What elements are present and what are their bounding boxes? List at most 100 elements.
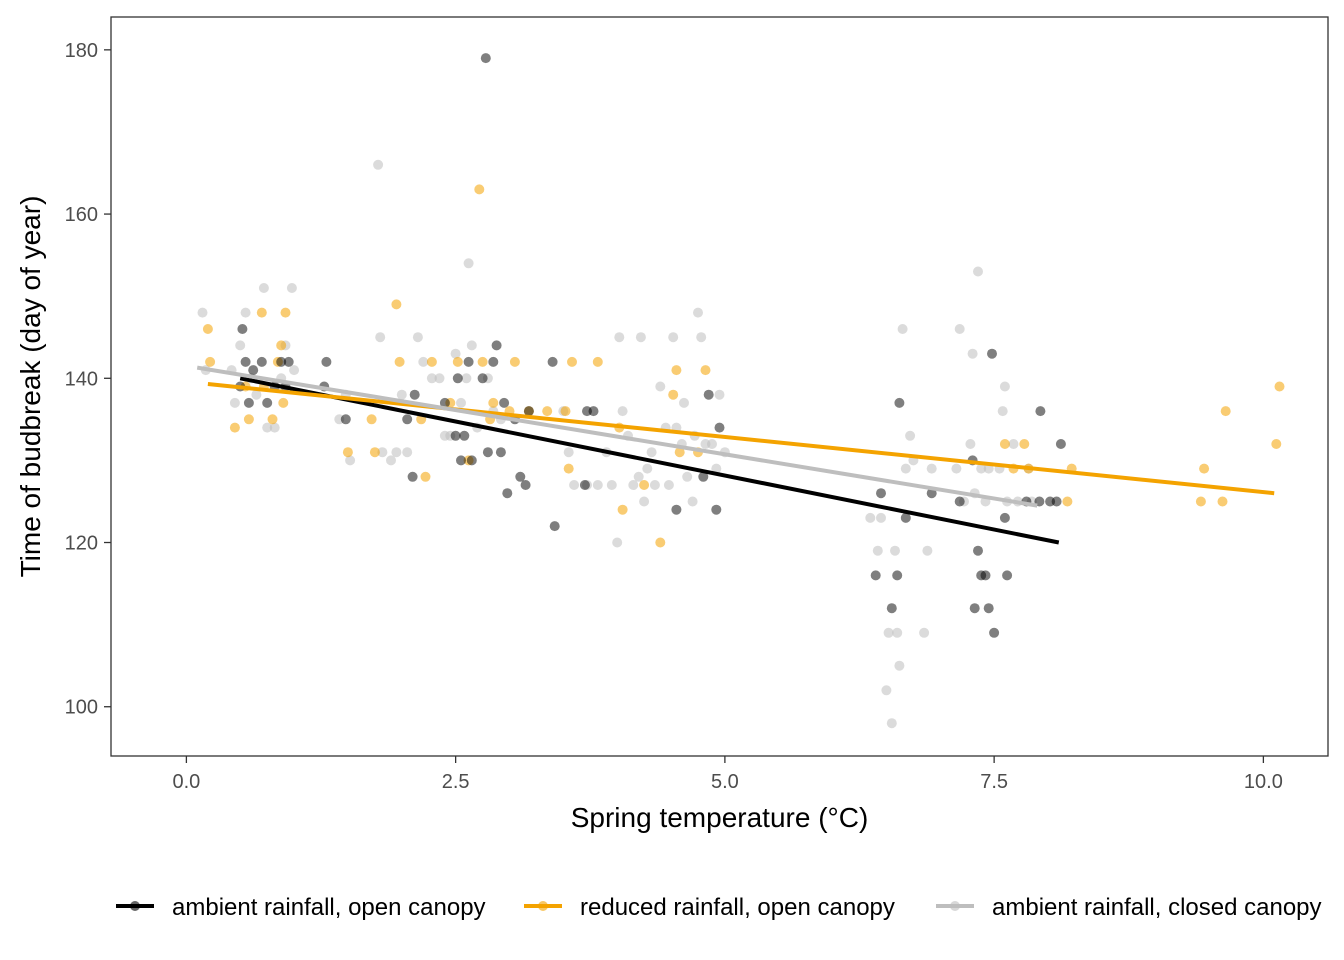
data-point	[655, 537, 666, 548]
data-point	[892, 570, 903, 581]
data-point	[671, 504, 682, 515]
data-point	[452, 373, 463, 384]
data-point	[426, 356, 437, 367]
data-point	[283, 356, 294, 367]
data-point	[679, 397, 689, 408]
data-points	[197, 53, 1285, 729]
data-point	[989, 627, 1000, 638]
data-point	[919, 627, 930, 638]
data-point	[205, 356, 216, 367]
data-point	[461, 373, 472, 384]
data-point	[237, 324, 248, 334]
data-point	[1051, 496, 1062, 507]
data-point	[251, 389, 262, 400]
y-tick-label: 120	[65, 533, 98, 555]
data-point	[396, 389, 407, 400]
data-point	[980, 570, 991, 581]
data-point	[495, 447, 506, 458]
data-point	[700, 365, 711, 376]
data-point	[394, 356, 405, 367]
data-point	[707, 439, 717, 449]
data-point	[386, 455, 396, 466]
data-point	[579, 480, 590, 490]
data-point	[418, 356, 429, 367]
data-point	[617, 406, 628, 417]
data-point	[973, 545, 983, 556]
data-point	[617, 504, 628, 515]
trend-line	[207, 382, 1275, 496]
data-point	[954, 324, 965, 334]
x-tick-label: 7.5	[980, 771, 1008, 793]
data-point	[1055, 439, 1066, 449]
plot-panel-border	[110, 16, 1329, 757]
data-point	[491, 340, 502, 351]
data-point	[633, 471, 644, 482]
data-point	[1195, 496, 1206, 507]
data-point	[905, 430, 916, 441]
legend-key-point	[950, 901, 960, 911]
x-tick-label: 10.0	[1244, 771, 1283, 793]
data-point	[703, 389, 714, 400]
data-point	[687, 496, 698, 507]
data-point	[412, 332, 423, 343]
data-point	[883, 627, 894, 638]
data-point	[1019, 439, 1030, 449]
trend-line	[239, 376, 1060, 545]
data-point	[671, 365, 682, 376]
data-point	[477, 373, 488, 384]
data-point	[711, 504, 722, 515]
data-point	[466, 455, 477, 466]
data-point	[402, 447, 413, 458]
data-point	[886, 603, 897, 614]
data-point	[649, 480, 660, 490]
data-point	[321, 356, 332, 367]
data-point	[243, 397, 254, 408]
y-tick-label: 100	[65, 697, 98, 719]
data-point	[391, 447, 402, 458]
x-tick-label: 2.5	[442, 771, 470, 793]
data-point	[488, 397, 499, 408]
data-point	[523, 406, 534, 417]
data-point	[967, 348, 978, 359]
data-point	[965, 439, 976, 449]
data-point	[482, 447, 493, 458]
data-point	[872, 545, 883, 556]
data-point	[456, 455, 466, 466]
data-point	[606, 480, 617, 490]
data-point	[973, 266, 983, 277]
data-point	[999, 512, 1010, 523]
data-point	[1199, 463, 1210, 474]
data-point	[922, 545, 933, 556]
data-point	[459, 430, 470, 441]
data-point	[549, 521, 560, 532]
data-point	[202, 324, 213, 334]
data-point	[999, 439, 1010, 449]
data-point	[668, 389, 679, 400]
data-point	[450, 430, 461, 441]
trend-line	[196, 365, 1038, 508]
data-point	[588, 406, 599, 417]
data-point	[434, 373, 445, 384]
data-point	[890, 545, 900, 556]
data-point	[509, 356, 520, 367]
data-point	[614, 332, 625, 343]
data-point	[592, 480, 603, 490]
data-point	[569, 480, 580, 490]
trend-lines	[196, 365, 1275, 545]
data-point	[262, 397, 273, 408]
data-point	[278, 397, 289, 408]
data-point	[256, 356, 267, 367]
data-point	[402, 414, 413, 425]
data-point	[1008, 439, 1019, 449]
data-point	[1217, 496, 1228, 507]
data-point	[639, 496, 650, 507]
data-point	[682, 471, 693, 482]
data-point	[240, 356, 251, 367]
data-point	[258, 283, 269, 293]
data-point	[663, 480, 674, 490]
data-point	[256, 307, 267, 318]
data-point	[563, 463, 574, 474]
x-tick-label: 5.0	[711, 771, 739, 793]
